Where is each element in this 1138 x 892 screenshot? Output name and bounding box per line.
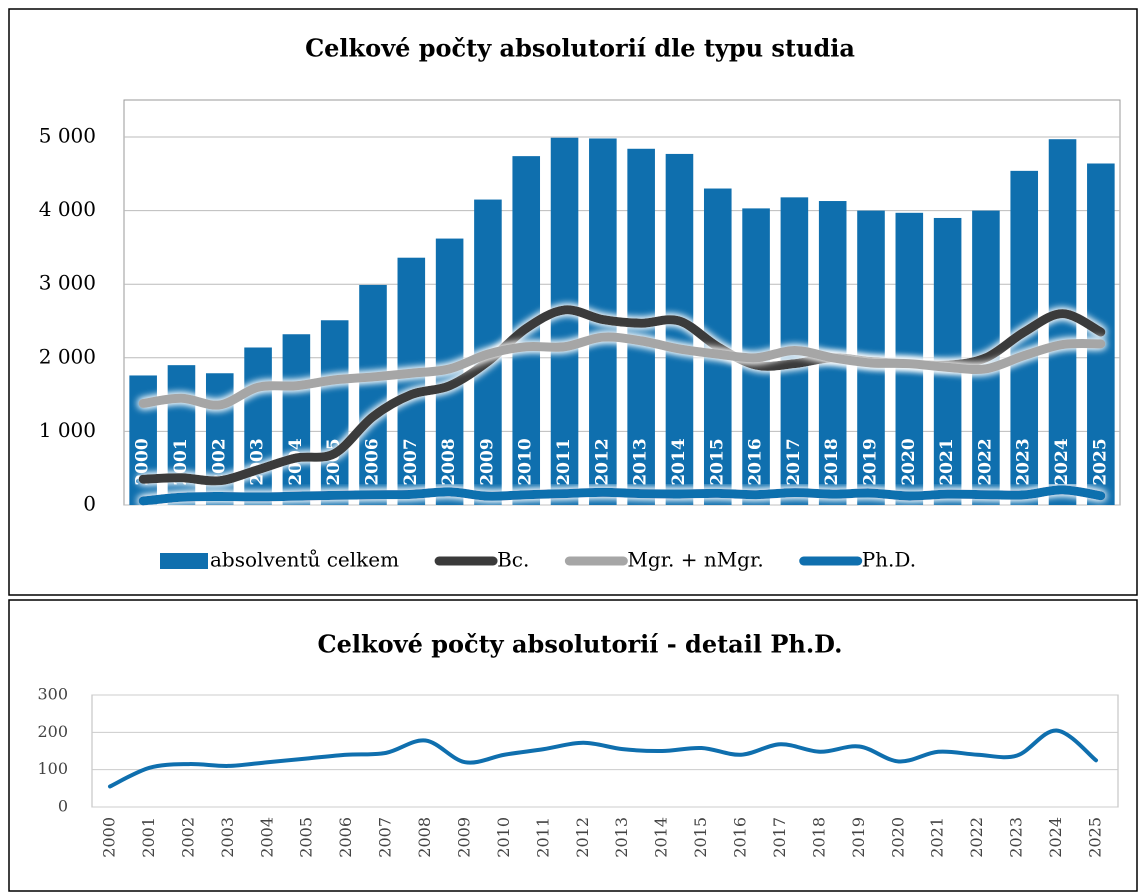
x-tick-label: 2012 (573, 817, 592, 858)
x-tick-label: 2019 (849, 817, 868, 858)
y-tick-label: 4 000 (39, 197, 96, 221)
chart-title: Celkové počty absolutorií - detail Ph.D. (318, 630, 843, 659)
x-tick-label: 2022 (975, 438, 995, 485)
x-tick-label: 2011 (533, 817, 552, 858)
chart-frame (8, 599, 1138, 892)
bar (397, 257, 426, 505)
x-tick-label: 2015 (707, 438, 727, 485)
y-tick-label: 2 000 (39, 344, 96, 368)
y-tick-label: 0 (83, 492, 96, 516)
x-tick-label: 2022 (967, 817, 986, 858)
x-tick-label: 2008 (415, 817, 434, 858)
legend-label: absolventů celkem (210, 548, 399, 572)
x-tick-label: 2002 (178, 817, 197, 858)
x-tick-label: 2000 (133, 438, 153, 485)
x-tick-label: 2011 (554, 438, 574, 485)
bar (550, 137, 579, 505)
x-tick-label: 2024 (1052, 438, 1072, 485)
x-tick-label: 2013 (631, 438, 651, 485)
plot-area (91, 694, 1119, 808)
y-tick-label: 0 (58, 797, 68, 816)
x-tick-label: 2016 (731, 817, 750, 858)
y-tick-label: 300 (37, 685, 68, 704)
x-tick-label: 2007 (376, 817, 395, 858)
x-tick-label: 2000 (100, 817, 119, 858)
x-tick-label: 2009 (454, 817, 473, 858)
x-tick-label: 2012 (592, 438, 612, 485)
x-tick-label: 2006 (363, 438, 383, 485)
x-tick-label: 2020 (888, 817, 907, 858)
x-tick-label: 2017 (784, 438, 804, 485)
x-tick-label: 2017 (770, 817, 789, 858)
x-tick-label: 2021 (937, 438, 957, 485)
line-series (108, 728, 1098, 789)
x-tick-label: 2014 (652, 817, 671, 858)
bar (359, 284, 387, 505)
x-tick-label: 2013 (612, 817, 631, 858)
plot-area (123, 99, 1121, 506)
x-tick-label: 2025 (1086, 817, 1105, 858)
y-tick-label: 200 (37, 722, 68, 741)
y-tick-label: 5 000 (39, 124, 96, 148)
chart-frame (8, 8, 1138, 596)
legend-label: Bc. (497, 548, 529, 572)
x-tick-label: 2024 (1046, 817, 1065, 858)
x-tick-label: 2014 (669, 438, 689, 485)
x-tick-label: 2018 (822, 438, 842, 485)
x-tick-label: 2019 (861, 438, 881, 485)
x-tick-label: 2004 (257, 817, 276, 858)
x-tick-label: 2010 (494, 817, 513, 858)
x-tick-label: 2005 (297, 817, 316, 858)
x-tick-label: 2003 (248, 438, 268, 485)
x-tick-label: 2023 (1014, 438, 1034, 485)
bar (320, 320, 349, 505)
bar (282, 334, 311, 505)
bar (244, 347, 272, 505)
y-tick-label: 3 000 (39, 271, 96, 295)
x-tick-label: 2020 (899, 438, 919, 485)
y-tick-label: 100 (37, 759, 68, 778)
legend-label: Mgr. + nMgr. (627, 548, 763, 572)
legend-swatch (160, 553, 208, 569)
x-tick-label: 2025 (1090, 438, 1110, 485)
x-tick-label: 2006 (336, 817, 355, 858)
chart-title: Celkové počty absolutorií dle typu studi… (305, 34, 855, 63)
x-tick-label: 2016 (746, 438, 766, 485)
x-tick-label: 2023 (1007, 817, 1026, 858)
x-tick-label: 2009 (477, 438, 497, 485)
x-tick-label: 2007 (401, 438, 421, 485)
x-tick-label: 2010 (516, 438, 536, 485)
x-tick-label: 2021 (928, 817, 947, 858)
x-tick-label: 2002 (209, 438, 229, 485)
x-tick-label: 2003 (218, 817, 237, 858)
legend-label: Ph.D. (862, 548, 916, 572)
line-series (138, 332, 1106, 410)
x-tick-label: 2001 (139, 817, 158, 858)
line-series (138, 485, 1106, 506)
y-tick-label: 1 000 (39, 418, 96, 442)
x-tick-label: 2018 (809, 817, 828, 858)
x-tick-label: 2008 (439, 438, 459, 485)
x-tick-label: 2015 (691, 817, 710, 858)
bar (1048, 139, 1077, 505)
